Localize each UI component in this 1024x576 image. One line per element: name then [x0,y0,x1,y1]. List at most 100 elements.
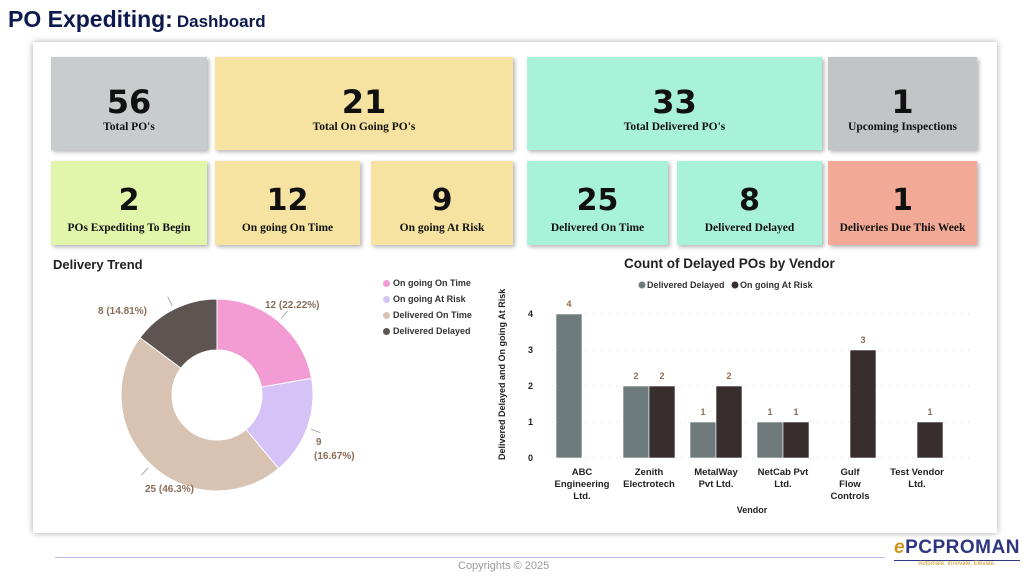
bar[interactable] [916,421,944,459]
kpi-value: 25 [576,183,619,218]
kpi-value: 2 [118,183,140,218]
y-tick-label: 0 [528,453,533,463]
kpi-label: Delivered On Time [550,222,645,234]
legend-item[interactable]: On going On Time [383,275,472,291]
bar-value-label: 1 [793,407,798,417]
kpi-card[interactable]: 9 On going At Risk [371,161,513,245]
bar[interactable] [782,421,810,459]
bar[interactable] [689,421,717,459]
bar-value-label: 2 [633,371,638,381]
x-tick-label: Zenith [635,467,664,478]
logo-text: PCPROMAN [905,537,1020,558]
kpi-label: Total On Going PO's [312,121,416,133]
kpi-label: Total Delivered PO's [623,121,726,133]
bar-value-label: 2 [659,371,664,381]
bar[interactable] [622,385,650,459]
x-tick-label: Controls [830,491,869,502]
x-axis-label: Vendor [737,505,768,515]
kpi-value: 33 [652,83,697,121]
legend-item[interactable]: Delivered On Time [383,307,472,323]
bar-value-label: 1 [927,407,932,417]
kpi-label: On going On Time [241,222,334,234]
kpi-card[interactable]: 2 POs Expediting To Begin [51,161,207,245]
y-axis-label: Delivered Delayed and On going At Risk [497,288,507,460]
kpi-label: Upcoming Inspections [848,121,957,133]
bar[interactable] [555,313,583,459]
donut-slice[interactable] [120,336,280,492]
bar-value-label: 2 [726,371,731,381]
leader-line [141,467,149,476]
y-tick-label: 4 [528,309,533,319]
x-tick-label: MetalWay [694,467,738,478]
legend-dot-icon [638,281,646,289]
x-tick-label: Pvt Ltd. [699,479,734,490]
kpi-card[interactable]: 56 Total PO's [51,57,207,150]
bar[interactable] [849,349,877,459]
kpi-value: 1 [892,183,913,218]
x-tick-label: NetCab Pvt [758,467,810,478]
x-tick-label: Ltd. [774,479,791,490]
slice-label: 8 (14.81%) [98,306,147,317]
bar[interactable] [715,385,743,459]
company-logo: ePCPROMAN Automate. Innovate. Elevate. [894,537,1020,567]
kpi-value: 9 [431,183,453,218]
bar-value-label: 1 [767,407,772,417]
logo-prefix: e [894,537,906,558]
legend-item[interactable]: Delivered Delayed [383,323,472,339]
x-tick-label: Engineering [555,479,610,490]
kpi-card[interactable]: 1 Deliveries Due This Week [828,161,977,245]
legend-dot-icon [383,295,390,303]
donut-legend: On going On Time On going At Risk Delivere… [383,275,472,339]
leader-line [167,296,173,306]
kpi-card[interactable]: 1 Upcoming Inspections [828,57,977,150]
legend-label: Delivered Delayed [393,326,471,336]
donut-slice[interactable] [139,298,218,369]
kpi-value: 1 [891,83,914,121]
x-tick-label: Ltd. [908,479,925,490]
y-tick-label: 3 [528,345,533,355]
y-tick-label: 1 [528,417,533,427]
donut-slice[interactable] [216,298,313,388]
legend-label[interactable]: Delivered Delayed [647,280,725,290]
leader-line [310,428,321,434]
x-tick-label: Flow [839,479,861,490]
bar-value-label: 4 [566,299,571,309]
kpi-card[interactable]: 33 Total Delivered PO's [527,57,822,150]
logo-tagline: Automate. Innovate. Elevate. [894,560,1020,567]
leader-line [280,310,289,319]
kpi-card[interactable]: 8 Delivered Delayed [677,161,822,245]
copyright: Copyrights © 2025 [458,560,550,572]
title-main: PO Expediting: [8,6,173,32]
x-tick-label: Electrotech [623,479,675,490]
x-tick-label: Gulf [841,467,861,478]
kpi-value: 56 [106,83,152,121]
bar[interactable] [756,421,784,459]
y-tick-label: 2 [528,381,533,391]
title-sub: Dashboard [176,12,266,31]
x-tick-label: ABC [572,467,593,478]
slice-label-pct: (16.67%) [314,451,355,462]
legend-dot-icon [383,327,390,335]
legend-label: On going At Risk [393,294,466,304]
x-tick-label: Test Vendor [890,467,944,478]
delivery-trend-title: Delivery Trend [53,257,143,272]
kpi-label: Total PO's [103,121,155,133]
slice-label: 9 [316,437,322,448]
bar[interactable] [648,385,676,459]
legend-label: On going On Time [393,278,471,288]
kpi-value: 12 [266,183,309,218]
bar-value-label: 3 [860,335,865,345]
kpi-label: On going At Risk [399,222,485,234]
kpi-card[interactable]: 25 Delivered On Time [527,161,668,245]
x-tick-label: Ltd. [573,491,590,502]
kpi-card[interactable]: 21 Total On Going PO's [215,57,513,150]
legend-item[interactable]: On going At Risk [383,291,472,307]
bar-value-label: 1 [700,407,705,417]
footer-divider [55,557,885,558]
delivery-trend-donut: 12 (22.22%) 9 (16.67%) 25 (46.3%) 8 (14.81%) [98,296,355,495]
kpi-card[interactable]: 12 On going On Time [215,161,360,245]
legend-label[interactable]: On going At Risk [740,280,814,290]
delayed-po-bar-chart: Delivered Delayed On going At Risk 0 1 2 3 4 De… [497,280,970,515]
kpi-label: Delivered Delayed [704,222,795,234]
bar-chart-title: Count of Delayed POs by Vendor [624,256,835,271]
